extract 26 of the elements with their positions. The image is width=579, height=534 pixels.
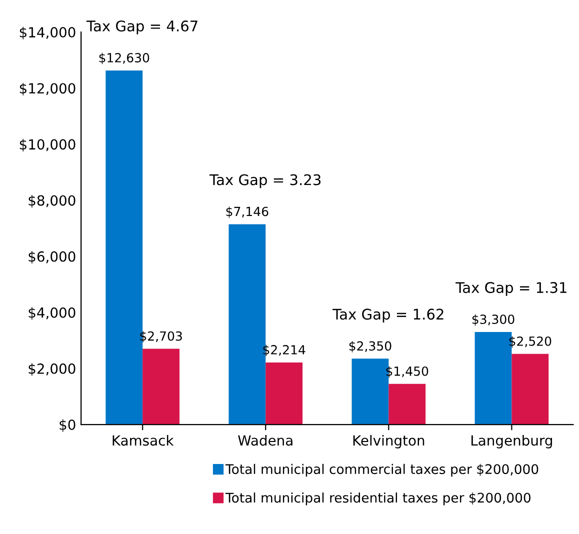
y-tick-label: $4,000 xyxy=(28,307,76,320)
y-tick-label: $2,000 xyxy=(28,363,76,376)
y-tick-label: $6,000 xyxy=(28,251,76,264)
legend-label: Total municipal residential taxes per $200,000 xyxy=(225,492,530,506)
y-tick-label: $12,000 xyxy=(20,82,76,96)
annotation: Tax Gap = 1.62 xyxy=(332,308,444,323)
annotation: Tax Gap = 4.67 xyxy=(86,20,198,34)
data-label: $3,300 xyxy=(472,314,514,326)
annotation: Tax Gap = 1.31 xyxy=(456,282,566,296)
x-tick-label: Kelvington xyxy=(353,434,424,448)
data-label: $2,350 xyxy=(349,340,392,352)
y-tick-label: $8,000 xyxy=(28,194,76,208)
y-tick-label: $14,000 xyxy=(20,26,76,40)
bar xyxy=(512,354,549,425)
x-tick-label: Kamsack xyxy=(112,434,174,446)
y-tick-label: $0 xyxy=(60,419,76,432)
bar xyxy=(388,384,426,425)
x-tick-label: Wadena xyxy=(238,434,292,446)
data-label: $12,630 xyxy=(99,52,150,64)
bar xyxy=(142,348,180,425)
y-tick-label: $10,000 xyxy=(20,138,76,152)
legend-label: Total municipal commercial taxes per $200,000 xyxy=(225,464,538,477)
data-label: $7,146 xyxy=(226,206,268,218)
bar xyxy=(266,362,303,425)
x-tick-label: Langenburg xyxy=(471,434,552,448)
annotation: Tax Gap = 3.23 xyxy=(209,174,321,188)
